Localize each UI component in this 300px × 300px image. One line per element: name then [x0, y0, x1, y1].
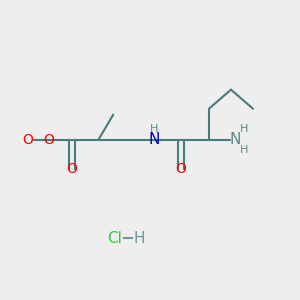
Text: O: O [22, 133, 33, 147]
Text: H: H [150, 124, 159, 134]
Text: O: O [176, 162, 186, 176]
Text: O: O [43, 133, 54, 147]
Text: N: N [230, 132, 241, 147]
Text: Cl: Cl [107, 231, 122, 246]
Text: H: H [240, 124, 248, 134]
Text: H: H [134, 231, 145, 246]
Text: H: H [240, 145, 248, 155]
Text: O: O [67, 162, 77, 176]
Text: N: N [149, 132, 160, 147]
